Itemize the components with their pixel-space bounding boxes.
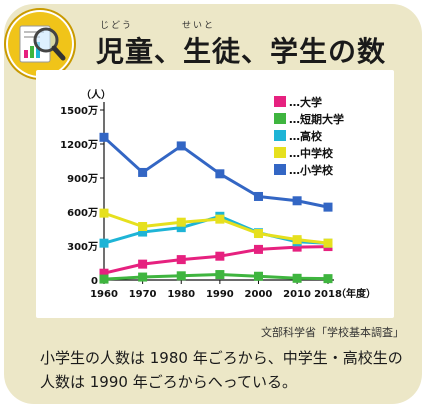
chart-area: 0 300万 600万 900万 1200万 1500万 （人） 1960 1970 1980 19… bbox=[36, 70, 394, 318]
data-point bbox=[215, 270, 225, 280]
data-point bbox=[253, 229, 263, 239]
y-tick-label: 1200万 bbox=[60, 139, 98, 151]
data-point bbox=[292, 196, 302, 206]
data-point bbox=[292, 242, 302, 252]
data-point bbox=[138, 259, 148, 269]
data-point bbox=[253, 191, 263, 201]
x-tick-label: 2010 bbox=[283, 289, 311, 300]
data-point bbox=[176, 271, 186, 281]
x-tick-label: 1990 bbox=[206, 289, 234, 300]
x-tick-label: 2000 bbox=[245, 289, 273, 300]
y-tick-label: 1500万 bbox=[60, 105, 98, 117]
data-point bbox=[176, 255, 186, 265]
data-point bbox=[138, 272, 148, 282]
x-axis-label: （年度） bbox=[336, 287, 376, 300]
data-point bbox=[99, 208, 109, 218]
data-point bbox=[176, 217, 186, 227]
page-title: 児童、生徒、学生の数 bbox=[96, 35, 387, 68]
line-chart: 0 300万 600万 900万 1200万 1500万 （人） 1960 1970 1980 19… bbox=[60, 88, 376, 300]
y-axis-label: （人） bbox=[81, 88, 111, 101]
legend-label: …短期大学 bbox=[289, 112, 344, 126]
data-point bbox=[99, 274, 109, 284]
x-tick-label: 1960 bbox=[90, 289, 118, 300]
data-point bbox=[253, 244, 263, 254]
data-point bbox=[253, 271, 263, 281]
legend-swatch bbox=[274, 113, 286, 124]
data-point bbox=[292, 235, 302, 245]
data-point bbox=[292, 273, 302, 283]
legend-label: …中学校 bbox=[289, 146, 334, 160]
source-note: 文部科学省「学校基本調査」 bbox=[261, 326, 404, 339]
x-tick-label: 1970 bbox=[129, 289, 157, 300]
magnifier-chart-icon bbox=[8, 12, 72, 76]
data-point bbox=[99, 132, 109, 142]
y-tick-label: 0 bbox=[91, 276, 98, 287]
data-point bbox=[138, 222, 148, 232]
data-point bbox=[323, 274, 333, 284]
chart-caption: 小学生の人数は 1980 年ごろから、中学生・高校生の人数は 1990 年ごろか… bbox=[40, 349, 403, 391]
magnifier-chart-icon-graphic bbox=[19, 25, 66, 63]
data-point bbox=[176, 141, 186, 151]
legend-swatch bbox=[274, 164, 286, 175]
data-point bbox=[215, 214, 225, 224]
legend-swatch bbox=[274, 130, 286, 141]
ruby-jido: じどう bbox=[100, 21, 134, 31]
y-tick-label: 900万 bbox=[67, 173, 98, 185]
legend-label: …高校 bbox=[289, 129, 323, 143]
data-point bbox=[323, 238, 333, 248]
data-point bbox=[323, 202, 333, 212]
legend-swatch bbox=[274, 96, 286, 107]
x-tick-label: 2018 bbox=[314, 289, 342, 300]
legend-label: …大学 bbox=[289, 95, 322, 109]
info-card: じどう せいと 児童、生徒、学生の数 0 300万 600万 900万 1200万 150… bbox=[4, 4, 422, 404]
x-tick-label: 1980 bbox=[167, 289, 195, 300]
data-point bbox=[99, 268, 109, 278]
data-point bbox=[176, 223, 186, 233]
data-point bbox=[138, 167, 148, 177]
y-tick-label: 600万 bbox=[67, 207, 98, 219]
data-point bbox=[138, 227, 148, 237]
data-point bbox=[215, 251, 225, 261]
data-point bbox=[215, 169, 225, 179]
data-point bbox=[99, 238, 109, 248]
ruby-seito: せいと bbox=[182, 21, 216, 31]
legend-swatch bbox=[274, 147, 286, 158]
legend-label: …小学校 bbox=[289, 163, 334, 177]
y-tick-label: 300万 bbox=[67, 241, 98, 253]
